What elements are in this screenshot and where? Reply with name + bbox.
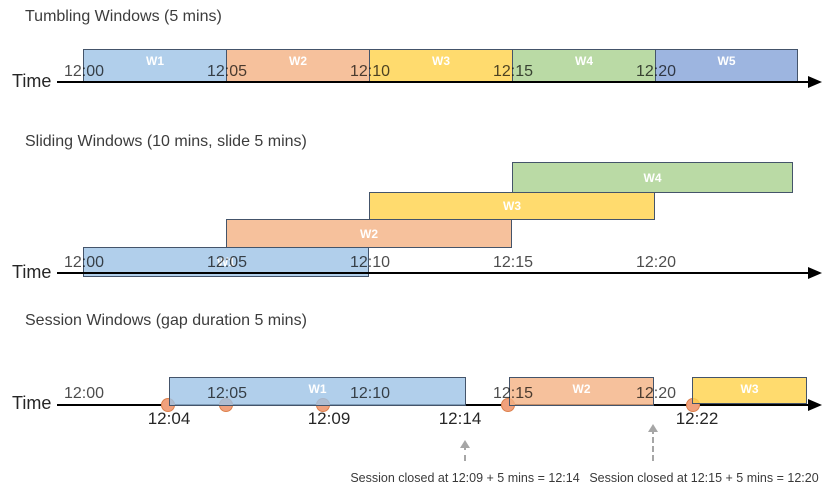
sliding-tick-1215: 12:15 bbox=[492, 254, 534, 271]
window-label: W2 bbox=[289, 54, 307, 68]
session-close-annotation-1: Session closed at 12:09 + 5 mins = 12:14 bbox=[350, 471, 580, 485]
window-label: W2 bbox=[360, 226, 378, 241]
window-label: W3 bbox=[503, 199, 521, 213]
session-time-label: Time bbox=[12, 393, 52, 413]
tumbling-time-axis bbox=[57, 81, 808, 83]
sliding-title: Sliding Windows (10 mins, slide 5 mins) bbox=[25, 133, 307, 150]
session-tick-1220: 12:20 bbox=[635, 385, 677, 402]
session-axis-arrowhead-icon bbox=[808, 399, 822, 411]
sliding-axis-arrowhead-icon bbox=[808, 267, 822, 279]
sliding-window-w4: W4 bbox=[512, 162, 793, 193]
event-label-1222: 12:22 bbox=[675, 409, 719, 428]
tumbling-axis-arrowhead-icon bbox=[808, 76, 822, 88]
window-label: W1 bbox=[217, 255, 235, 269]
window-label: W1 bbox=[308, 382, 327, 396]
tumbling-window-w1: W1 bbox=[83, 49, 227, 83]
event-label-1204: 12:04 bbox=[147, 409, 191, 428]
session-window-w3: W3 bbox=[692, 377, 807, 404]
session-tick-1205: 12:05 bbox=[206, 385, 248, 402]
tumbling-window-w2: W2 bbox=[226, 49, 370, 83]
tumbling-window-w4: W4 bbox=[512, 49, 656, 83]
tumbling-tick-1210: 12:10 bbox=[349, 63, 391, 80]
window-label: W4 bbox=[575, 54, 593, 68]
sliding-tick-1205: 12:05 bbox=[206, 254, 248, 271]
tumbling-window-w5: W5 bbox=[655, 49, 798, 83]
window-label: W3 bbox=[740, 382, 759, 396]
sliding-time-axis bbox=[57, 272, 808, 274]
sliding-tick-1210: 12:10 bbox=[349, 254, 391, 271]
session-tick-1200: 12:00 bbox=[63, 385, 105, 402]
tumbling-window-w3: W3 bbox=[369, 49, 513, 83]
window-label: W1 bbox=[146, 54, 164, 68]
sliding-window-w3: W3 bbox=[369, 192, 655, 220]
close-time-label-1214: 12:14 bbox=[438, 409, 482, 428]
session-tick-1210: 12:10 bbox=[349, 385, 391, 402]
tumbling-tick-1200: 12:00 bbox=[63, 63, 105, 80]
session-tick-1215: 12:15 bbox=[492, 385, 534, 402]
tumbling-tick-1215: 12:15 bbox=[492, 63, 534, 80]
tumbling-tick-1205: 12:05 bbox=[206, 63, 248, 80]
dashed-up-arrow-icon bbox=[648, 424, 658, 461]
tumbling-time-label: Time bbox=[12, 71, 52, 91]
session-window-w2: W2 bbox=[509, 377, 654, 406]
sliding-tick-1200: 12:00 bbox=[63, 254, 105, 271]
sliding-tick-1220: 12:20 bbox=[635, 254, 677, 271]
session-close-annotation-2: Session closed at 12:15 + 5 mins = 12:20 bbox=[589, 471, 819, 485]
window-label: W2 bbox=[572, 382, 591, 396]
tumbling-title: Tumbling Windows (5 mins) bbox=[25, 8, 222, 25]
session-window-w1: W1 bbox=[169, 377, 466, 406]
window-label: W3 bbox=[432, 54, 450, 68]
window-label: W5 bbox=[717, 54, 736, 68]
event-label-1209: 12:09 bbox=[307, 409, 351, 428]
sliding-time-label: Time bbox=[12, 262, 52, 282]
window-label: W4 bbox=[643, 170, 662, 185]
session-title: Session Windows (gap duration 5 mins) bbox=[25, 312, 307, 329]
dashed-up-arrow-icon bbox=[460, 440, 470, 461]
tumbling-tick-1220: 12:20 bbox=[635, 63, 677, 80]
sliding-window-w2: W2 bbox=[226, 219, 512, 248]
